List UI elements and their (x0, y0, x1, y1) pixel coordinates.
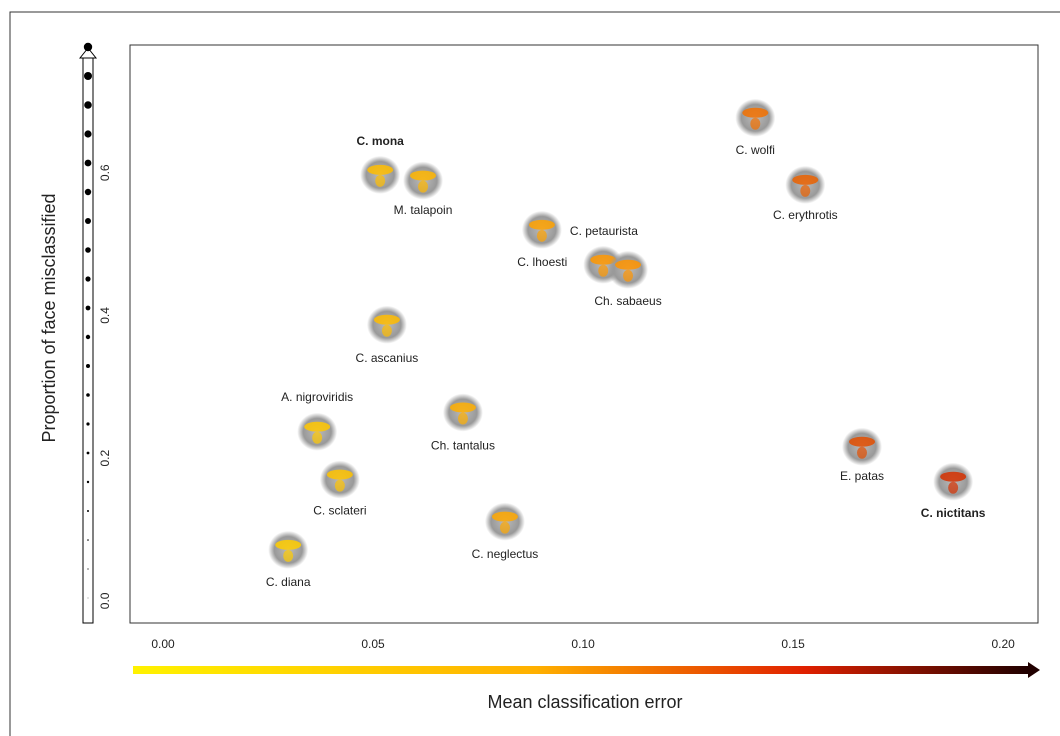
scale-dot (84, 188, 92, 196)
face-muzzle (800, 184, 811, 197)
face-point (521, 210, 562, 249)
scale-dot (86, 422, 90, 426)
face-muzzle (598, 264, 609, 277)
face-point (319, 460, 360, 499)
face-muzzle (948, 481, 959, 494)
point-label: C. petaurista (570, 224, 638, 238)
point-label: E. patas (840, 469, 884, 483)
face-point (403, 161, 444, 200)
x-tick-label: 0.10 (571, 637, 595, 651)
point-label: C. sclateri (313, 504, 366, 518)
y-tick-label: 0.0 (98, 592, 112, 609)
x-tick-label: 0.15 (781, 637, 805, 651)
scale-dot (85, 305, 91, 311)
face-color (373, 314, 400, 325)
face-color (304, 421, 331, 432)
point-label: Ch. sabaeus (594, 294, 661, 308)
point-label: C. nictitans (921, 506, 986, 520)
face-point (360, 155, 401, 194)
face-color (491, 511, 518, 522)
face-muzzle (334, 479, 345, 492)
y-scale-arrow (78, 47, 98, 59)
scale-dot (85, 334, 91, 340)
scale-dot (84, 159, 92, 167)
point-label: M. talapoin (394, 203, 453, 217)
face-point (297, 412, 338, 451)
y-tick-label: 0.6 (98, 164, 112, 181)
plot-area (129, 44, 1039, 624)
face-point (785, 165, 826, 204)
face-point (442, 393, 483, 432)
face-muzzle (283, 549, 294, 562)
face-color (940, 471, 967, 482)
scale-dot (86, 393, 90, 397)
frame (9, 11, 1060, 736)
point-label: C. lhoesti (517, 255, 567, 269)
face-point (268, 530, 309, 569)
point-label: A. nigroviridis (281, 390, 353, 404)
face-muzzle (375, 174, 386, 187)
point-label: C. wolfi (736, 143, 775, 157)
face-point (366, 305, 407, 344)
point-label: C. erythrotis (773, 208, 838, 222)
face-muzzle (418, 180, 429, 193)
face-muzzle (457, 412, 468, 425)
face-color (410, 170, 437, 181)
face-muzzle (536, 229, 547, 242)
face-point (933, 462, 974, 501)
face-color (848, 436, 875, 447)
face-muzzle (623, 269, 634, 282)
scale-dot (87, 510, 89, 512)
point-label: Ch. tantalus (431, 439, 495, 453)
scale-dot (87, 568, 89, 570)
point-label: C. ascanius (356, 351, 419, 365)
face-color (275, 539, 302, 550)
face-color (367, 164, 394, 175)
scale-dot (85, 218, 91, 224)
face-color (528, 219, 555, 230)
point-label: C. mona (357, 134, 405, 148)
face-muzzle (750, 117, 761, 130)
x-tick-label: 0.05 (361, 637, 385, 651)
scale-dot (84, 130, 92, 138)
scale-dot (85, 276, 91, 282)
face-color (326, 469, 353, 480)
x-scale-bar (133, 666, 1028, 674)
face-point (608, 250, 649, 289)
y-scale-dots (83, 42, 93, 599)
face-muzzle (499, 521, 510, 534)
face-color (449, 402, 476, 413)
face-point (841, 427, 882, 466)
face-color (742, 107, 769, 118)
face-muzzle (312, 431, 323, 444)
y-scale-bar (82, 57, 94, 624)
scale-dot (86, 451, 90, 455)
scale-dot (85, 247, 91, 253)
scale-dot (87, 539, 89, 541)
face-point (735, 98, 776, 137)
face-muzzle (381, 324, 392, 337)
y-tick-label: 0.2 (98, 449, 112, 466)
scale-dot (84, 72, 92, 80)
x-axis-title: Mean classification error (487, 692, 682, 712)
face-point (484, 502, 525, 541)
y-axis-title: Proportion of face misclassified (39, 193, 59, 442)
face-color (792, 174, 819, 185)
point-label: C. diana (266, 575, 311, 589)
face-color (615, 259, 642, 270)
x-scale-arrow (1028, 662, 1040, 678)
scale-dot (86, 364, 90, 368)
point-label: C. neglectus (472, 547, 539, 561)
scale-dot (86, 480, 90, 484)
face-muzzle (856, 446, 867, 459)
scale-dot (83, 42, 93, 52)
scale-dot (87, 597, 89, 599)
y-tick-label: 0.4 (98, 307, 112, 324)
x-tick-label: 0.20 (991, 637, 1015, 651)
x-tick-label: 0.00 (151, 637, 175, 651)
scale-dot (84, 101, 92, 109)
